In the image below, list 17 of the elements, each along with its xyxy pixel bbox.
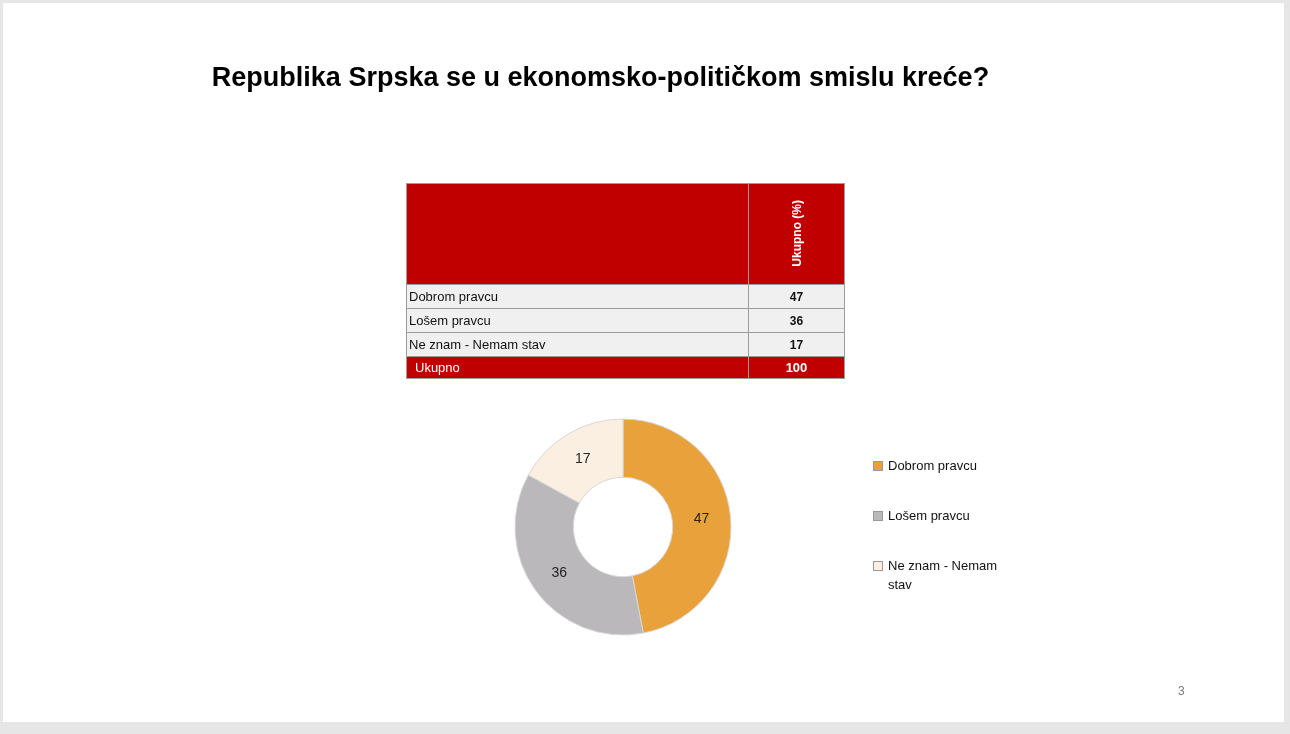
category-label: Dobrom pravcu: [406, 284, 749, 309]
text: Republika Srpska se u ekonomsko-političkom smislu kreće?: [210, 62, 991, 93]
data-label: 47: [693, 510, 710, 527]
legend-label: Ne znam - Nemam stav: [888, 557, 999, 594]
text: Ukupno (%): [789, 200, 804, 267]
data-label: 17: [748, 332, 845, 357]
data-label: 36: [748, 308, 845, 333]
data-label: 17: [575, 449, 591, 466]
text: Ukupno: [406, 356, 749, 379]
data-label: 47: [748, 284, 845, 309]
category-label: Ne znam - Nemam stav: [406, 332, 749, 357]
text: 100: [748, 356, 845, 379]
legend-label: Lošem pravcu: [888, 507, 971, 525]
text: 3: [1178, 684, 1185, 698]
data-label: 36: [551, 564, 568, 581]
category-label: Lošem pravcu: [406, 308, 749, 333]
legend-label: Dobrom pravcu: [888, 457, 978, 475]
